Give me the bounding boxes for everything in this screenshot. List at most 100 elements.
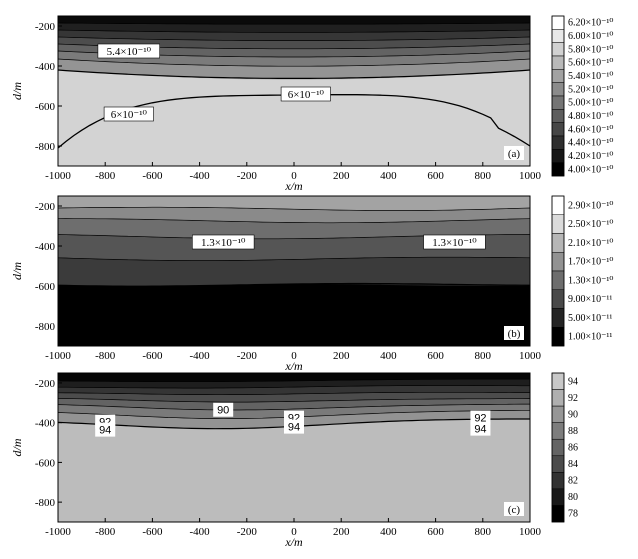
x-tick-label: 800 [475, 350, 492, 362]
x-tick-label: -400 [190, 170, 211, 182]
x-tick-label: 1000 [519, 526, 542, 538]
colorbar-label: 92 [568, 393, 578, 404]
colorbar-swatch [551, 327, 565, 347]
colorbar-label: 84 [568, 459, 578, 470]
panel-a: -1000 -800 -600 -400 -200 0 200 400 600 800 1000 x/… [10, 15, 613, 193]
contour-label-box [213, 402, 234, 417]
colorbar-swatch [551, 233, 565, 253]
colorbar-swatch [551, 69, 565, 83]
x-tick-label: -1000 [45, 170, 71, 182]
contour-label-box [103, 106, 154, 122]
colorbar-frame [551, 195, 565, 347]
y-axis-label: d/m [10, 82, 24, 100]
panel-tag-box [504, 326, 524, 340]
contour-label-box [97, 43, 161, 59]
colorbar-label: 4.80×10⁻¹⁰ [568, 111, 613, 122]
colorbar-label: 5.60×10⁻¹⁰ [568, 58, 613, 69]
colorbar-label: 4.00×10⁻¹⁰ [568, 164, 613, 175]
y-tick-label: -800 [35, 141, 56, 153]
colorbar-label: 6.00×10⁻¹⁰ [568, 31, 613, 42]
colorbar-label: 4.40×10⁻¹⁰ [568, 138, 613, 149]
colorbar-swatch [551, 389, 565, 407]
colorbar-swatch [551, 252, 565, 272]
panel-tag: (b) [508, 328, 521, 340]
x-tick-label: -400 [190, 350, 211, 362]
colorbar-swatch [551, 214, 565, 234]
colorbar-label: 5.80×10⁻¹⁰ [568, 44, 613, 55]
colorbar-label: 2.10×10⁻¹⁰ [568, 238, 613, 249]
colorbar-swatch [551, 438, 565, 457]
x-tick-label: 800 [475, 526, 492, 538]
contour-label: 1.3×10⁻¹⁰ [432, 237, 477, 249]
x-tick-label: 400 [380, 170, 397, 182]
x-tick-label: 600 [427, 526, 444, 538]
x-tick-label: -600 [142, 170, 163, 182]
colorbar-label: 1.30×10⁻¹⁰ [568, 275, 613, 286]
panel-b: -1000 -800 -600 -400 -200 0 200 400 600 800 1000 x/… [10, 195, 613, 373]
x-tick-label: -600 [142, 526, 163, 538]
y-axis-label: d/m [10, 438, 24, 456]
contour-line-1 [57, 218, 531, 224]
y-axis-label: d/m [10, 262, 24, 280]
contour-band-0 [58, 196, 530, 211]
y-tick-label: -400 [35, 61, 56, 73]
x-tick-label: 200 [333, 170, 350, 182]
y-tick-label: -400 [35, 241, 56, 253]
contour-region-6e-10 [58, 94, 530, 166]
x-tick-label: -1000 [45, 350, 71, 362]
colorbar-swatch [551, 15, 565, 30]
contour-line-1 [57, 29, 531, 33]
x-tick-label: -200 [237, 526, 258, 538]
x-tick-label: -200 [237, 170, 258, 182]
x-tick-label: 600 [427, 350, 444, 362]
x-tick-label: -200 [237, 350, 258, 362]
contour-line-0 [57, 206, 531, 211]
colorbar-swatch [551, 82, 565, 97]
panel-tag-box [504, 146, 524, 160]
contour-label-box [192, 234, 255, 250]
contour-label-box [423, 234, 486, 250]
colorbar-swatch [551, 195, 565, 215]
colorbar-swatch [551, 149, 565, 163]
colorbar-swatch [551, 109, 565, 123]
panel-tag: (c) [508, 504, 521, 516]
colorbar-label: 5.40×10⁻¹⁰ [568, 71, 613, 82]
colorbar-label: 1.00×10⁻¹¹ [568, 332, 612, 343]
y-axis: -200 -400 -600 -800 d/m [10, 21, 62, 153]
x-tick-label: -400 [190, 526, 211, 538]
y-tick-label: -800 [35, 321, 56, 333]
colorbar-swatch [551, 95, 565, 110]
colorbar-label: 88 [568, 426, 578, 437]
colorbar-swatch [551, 42, 565, 57]
x-axis-label: x/m [284, 535, 303, 549]
colorbar-label: 2.90×10⁻¹⁰ [568, 200, 613, 211]
x-tick-label: 400 [380, 526, 397, 538]
x-tick-label: -800 [95, 170, 116, 182]
y-tick-label: -200 [35, 378, 56, 390]
panel-tag-box [504, 502, 524, 516]
colorbar-swatch [551, 270, 565, 290]
colorbar-swatch [551, 29, 565, 43]
colorbar-label: 9.00×10⁻¹¹ [568, 294, 612, 305]
colorbar: 94 92 90 88 86 84 82 80 78 [551, 372, 578, 523]
contour-label: 94 [99, 425, 111, 437]
x-tick-label: 0 [291, 526, 297, 538]
x-tick-label: 600 [427, 170, 444, 182]
contour-label: 1.3×10⁻¹⁰ [201, 237, 246, 249]
colorbar-frame [551, 15, 565, 177]
contour-label-box [280, 86, 331, 102]
y-axis: -200 -400 -600 -800 d/m [10, 378, 62, 509]
colorbar-label: 82 [568, 476, 578, 487]
colorbar-label: 5.00×10⁻¹¹ [568, 313, 612, 324]
x-axis-label: x/m [284, 179, 303, 193]
colorbar-label: 78 [568, 509, 578, 520]
contour-line-4 [57, 403, 530, 411]
contour-label: 94 [288, 422, 300, 434]
colorbar-swatch [551, 289, 565, 309]
contour-line-4 [57, 282, 530, 287]
x-tick-label: -600 [142, 350, 163, 362]
x-tick-label: 0 [291, 170, 297, 182]
y-tick-label: -600 [35, 457, 56, 469]
colorbar-label: 94 [568, 376, 578, 387]
